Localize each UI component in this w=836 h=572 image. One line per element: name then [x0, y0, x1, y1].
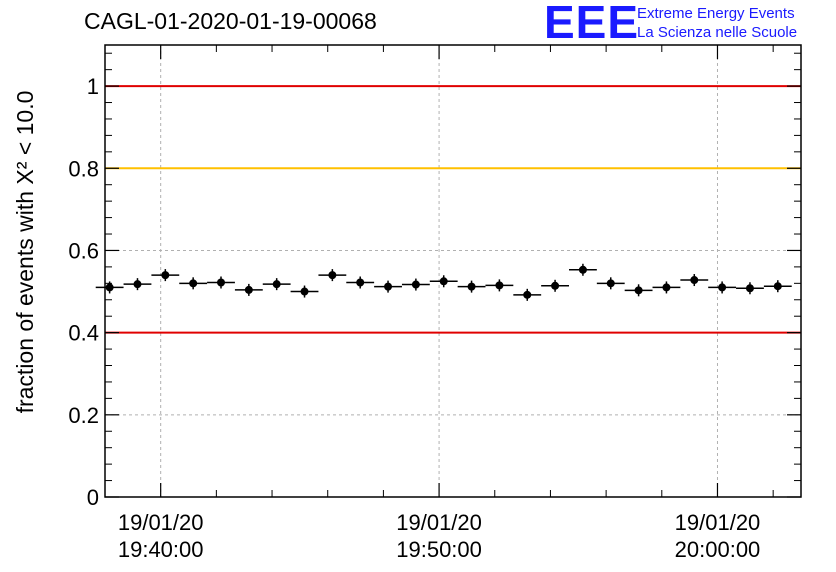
logo-mark: EEE [544, 0, 640, 48]
y-tick-label: 1 [87, 74, 99, 99]
x-tick-label-date: 19/01/20 [396, 510, 482, 535]
data-point [467, 282, 476, 291]
y-tick-label: 0.6 [68, 238, 99, 263]
data-point [662, 283, 671, 292]
y-tick-label: 0.2 [68, 403, 99, 428]
data-point [551, 281, 560, 290]
x-tick-label-time: 20:00:00 [675, 537, 761, 562]
eee-logo: EEE Extreme Energy Events La Scienza nel… [544, 0, 834, 48]
y-tick-label: 0.8 [68, 156, 99, 181]
data-point [189, 279, 198, 288]
data-point [356, 278, 365, 287]
data-point [634, 286, 643, 295]
reference-lines-layer [105, 85, 801, 334]
data-point [411, 280, 420, 289]
data-point [690, 276, 699, 285]
y-tick-label: 0.4 [68, 321, 99, 346]
plot-frame [104, 44, 802, 498]
data-layer [95, 263, 792, 301]
data-point [523, 290, 532, 299]
data-point [578, 265, 587, 274]
data-point [384, 282, 393, 291]
data-point [105, 283, 114, 292]
x-tick-label-date: 19/01/20 [675, 510, 761, 535]
data-point [272, 280, 281, 289]
chart-title: CAGL-01-2020-01-19-00068 [84, 8, 377, 34]
y-axis-label: fraction of events with X² < 10.0 [12, 91, 38, 414]
data-point [217, 278, 225, 287]
x-tick-label-time: 19:40:00 [118, 537, 204, 562]
data-point [773, 282, 782, 291]
data-point [244, 285, 253, 294]
data-point [328, 271, 337, 280]
data-point [133, 280, 142, 289]
logo-text-line1: Extreme Energy Events [637, 5, 795, 22]
grid-layer [105, 45, 801, 497]
data-point [161, 271, 170, 280]
data-point [300, 287, 309, 296]
data-point [718, 283, 727, 292]
x-tick-label-date: 19/01/20 [118, 510, 204, 535]
data-point [495, 281, 504, 290]
y-tick-label: 0 [87, 485, 99, 510]
data-point [745, 284, 754, 293]
data-point [439, 277, 448, 286]
x-tick-label-time: 19:50:00 [396, 537, 482, 562]
logo-text-line2: La Scienza nelle Scuole [637, 24, 798, 41]
axis-layer: 00.20.40.60.8119/01/2019:40:0019/01/2019… [68, 45, 801, 562]
data-point [606, 279, 615, 288]
